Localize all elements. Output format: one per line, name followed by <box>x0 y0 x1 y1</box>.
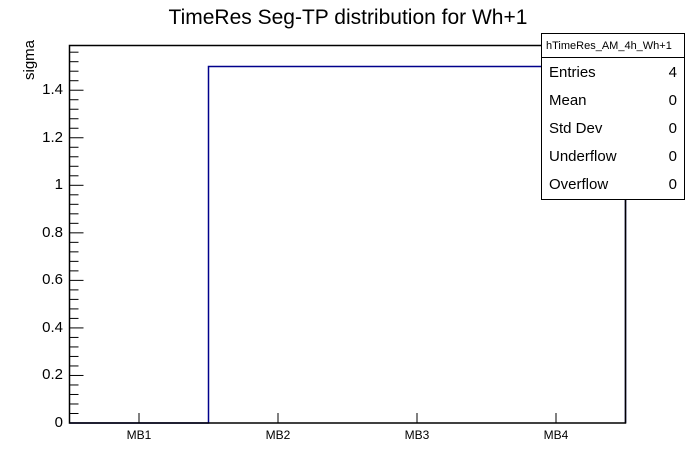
x-tick-label: MB2 <box>265 428 291 442</box>
y-tick-label: 0.4 <box>42 318 63 336</box>
y-tick-label: 0.8 <box>42 223 63 241</box>
stats-row: Mean 0 <box>542 86 684 114</box>
stats-box-title: hTimeRes_AM_4h_Wh+1 <box>542 34 684 58</box>
chart-title: TimeRes Seg-TP distribution for Wh+1 <box>168 6 528 29</box>
stats-label: Overflow <box>549 176 609 194</box>
stats-value: 0 <box>668 148 677 166</box>
stats-row: Overflow 0 <box>542 171 684 199</box>
stats-label: Entries <box>549 63 596 81</box>
y-tick-label: 1.2 <box>42 128 63 146</box>
axis-ticks <box>69 51 557 424</box>
stats-value: 4 <box>668 63 677 81</box>
stats-label: Underflow <box>549 148 617 166</box>
y-tick-label: 0.6 <box>42 271 63 289</box>
stats-value: 0 <box>668 176 677 194</box>
stats-row: Underflow 0 <box>542 143 684 171</box>
y-tick-label: 1 <box>54 176 63 194</box>
x-tick-label: MB4 <box>543 428 569 442</box>
stats-row: Std Dev 0 <box>542 114 684 142</box>
y-tick-label: 0 <box>54 414 63 431</box>
y-tick-label: 0.2 <box>42 366 63 384</box>
stats-value: 0 <box>668 120 677 137</box>
stats-label: Std Dev <box>549 120 603 137</box>
stats-box: hTimeRes_AM_4h_Wh+1 Entries 4 Mean 0 Std Dev… <box>541 33 685 200</box>
x-tick-label: MB1 <box>126 428 152 442</box>
stats-row: Entries 4 <box>542 58 684 86</box>
plot-frame <box>68 44 627 424</box>
x-tick-label: MB3 <box>404 428 430 442</box>
stats-rows: Entries 4 Mean 0 Std Dev 0 Underflow 0 Overflow 0 <box>542 58 684 199</box>
stats-label: Mean <box>549 91 587 109</box>
stats-value: 0 <box>668 91 677 109</box>
y-tick-label: 1.4 <box>42 81 63 99</box>
